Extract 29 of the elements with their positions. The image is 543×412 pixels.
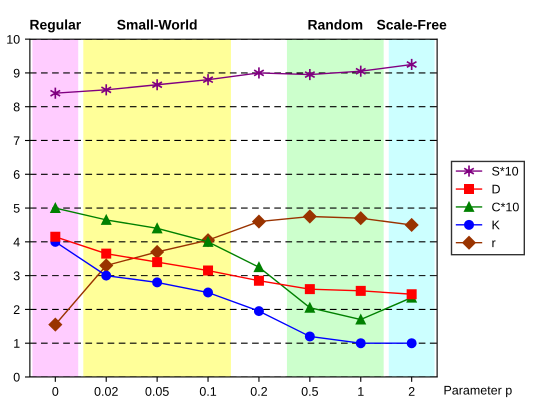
- x-tick-label: 0.1: [200, 387, 216, 396]
- legend-label: C*10: [492, 202, 519, 212]
- x-tick-label: 0: [52, 387, 58, 396]
- band-label: Regular: [30, 19, 81, 32]
- y-tick-label: 4: [13, 238, 20, 246]
- x-axis-title: Parameter p: [444, 386, 512, 398]
- x-tick-label: 0.02: [94, 387, 118, 396]
- y-tick-label: 5: [14, 204, 20, 213]
- x-tick-label: 0.2: [250, 387, 268, 396]
- y-tick-label: 3: [14, 271, 20, 280]
- y-tick-label: 7: [14, 136, 20, 146]
- legend-label: r: [492, 240, 496, 248]
- legend-label: S*10: [492, 166, 518, 176]
- y-tick-label: 1: [14, 339, 20, 348]
- y-tick-label: 8: [14, 102, 20, 112]
- legend-label: K: [492, 220, 500, 230]
- x-tick-label: 2: [408, 387, 415, 396]
- x-tick-label: 0.05: [145, 387, 169, 396]
- y-tick-label: 2: [14, 305, 20, 314]
- legend-label: D: [492, 184, 500, 194]
- x-tick-label: 0.5: [302, 387, 318, 396]
- band-label: Scale-Free: [376, 19, 446, 30]
- y-tick-label: 9: [14, 68, 20, 78]
- band-label: Random: [308, 19, 362, 30]
- y-tick-label: 6: [14, 170, 20, 179]
- x-tick-label: 1: [358, 387, 364, 396]
- y-tick-label: 10: [7, 34, 20, 44]
- y-tick-label: 0: [14, 372, 20, 382]
- band-label: Small-World: [117, 19, 197, 30]
